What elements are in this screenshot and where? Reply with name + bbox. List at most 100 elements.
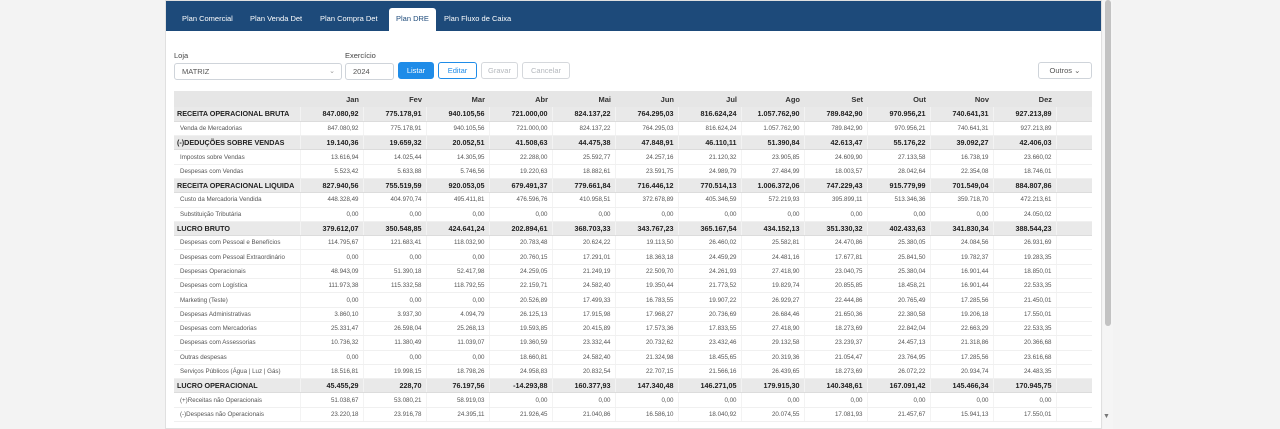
table-cell: 0,00	[615, 207, 679, 222]
column-header-dez: Dez	[993, 91, 1056, 107]
table-cell: 20.415,89	[552, 321, 616, 337]
table-cell: 20.760,15	[489, 249, 553, 265]
scroll-down-arrow-icon[interactable]: ▼	[1103, 413, 1110, 420]
table-row: Venda de Mercadorias 847.080,92 775.178,91…	[174, 121, 1092, 137]
table-cell: 25.268,13	[426, 321, 490, 337]
table-cell: 26.439,65	[741, 364, 805, 380]
table-cell: 359.718,70	[930, 192, 994, 208]
table-cell: 118.032,90	[426, 235, 490, 251]
table-cell: 0,00	[363, 292, 427, 308]
table-cell: 19.659,32	[363, 135, 427, 151]
listar-button[interactable]: Listar	[398, 62, 434, 79]
table-cell: 770.514,13	[678, 178, 742, 194]
table-cell: 48.943,09	[300, 264, 364, 280]
table-cell: 4	[1056, 135, 1092, 151]
tab-plan-compra-det[interactable]: Plan Compra Det	[320, 14, 378, 23]
loja-select[interactable]: MATRIZ ⌄	[174, 63, 342, 80]
table-cell: 20.855,85	[804, 278, 868, 294]
chevron-down-icon: ⌄	[329, 68, 335, 75]
table-row: (-)Despesas não Operacionais 23.220,18 23.…	[174, 407, 1092, 423]
column-header-name	[174, 91, 300, 107]
table-cell: 16.586,10	[615, 407, 679, 423]
table-cell: 915.779,99	[867, 178, 931, 194]
table-cell	[1056, 207, 1092, 222]
table-cell	[1056, 292, 1092, 308]
table-cell: 764.295,03	[615, 121, 679, 137]
outros-dropdown[interactable]: Outros ⌄	[1038, 62, 1092, 79]
table-cell: 476.596,76	[489, 192, 553, 208]
table-cell: 19.220,63	[489, 164, 553, 179]
table-cell: 15.941,13	[930, 407, 994, 423]
table-cell: 20.319,36	[741, 350, 805, 365]
table-cell: 740.641,31	[930, 107, 994, 122]
table-cell: 17.915,98	[552, 307, 616, 322]
table-cell: 23.616,68	[993, 350, 1057, 365]
table-cell: 20.074,55	[741, 407, 805, 423]
table-cell: 28.042,64	[867, 164, 931, 179]
column-header-jun: Jun	[615, 91, 678, 107]
table-cell: 26.684,46	[741, 307, 805, 322]
table-cell: 740.641,31	[930, 121, 994, 137]
table-cell: 17.573,36	[615, 321, 679, 337]
table-cell: 19.782,37	[930, 249, 994, 265]
table-cell: 20.366,68	[993, 335, 1057, 351]
table-cell: 402.433,63	[867, 221, 931, 237]
tab-plan-fluxo-de-caixa[interactable]: Plan Fluxo de Caixa	[444, 14, 512, 23]
table-cell: 0,00	[363, 249, 427, 265]
row-label: Substituição Tributária	[174, 207, 301, 222]
table-cell: 920.053,05	[426, 178, 490, 194]
table-cell: 22.842,04	[867, 321, 931, 337]
row-label: Despesas Administrativas	[174, 307, 301, 322]
table-cell: 5.633,88	[363, 164, 427, 179]
table-cell: 26.125,13	[489, 307, 553, 322]
editar-button[interactable]: Editar	[438, 62, 477, 79]
table-row: Despesas com Assessorias 10.736,32 11.380,…	[174, 335, 1092, 351]
table-cell: 140.348,61	[804, 378, 868, 394]
table-cell: 5.523,42	[300, 164, 364, 179]
table-cell: 51.038,67	[300, 392, 364, 408]
table-cell: 22.533,35	[993, 278, 1057, 294]
table-cell: 16.901,44	[930, 278, 994, 294]
table-cell: 17.968,27	[615, 307, 679, 322]
table-cell: 17.081,93	[804, 407, 868, 423]
table-cell: 11.039,07	[426, 335, 490, 351]
table-cell: 121.683,41	[363, 235, 427, 251]
table-cell: 16.738,19	[930, 149, 994, 165]
table-cell: 24.481,16	[741, 249, 805, 265]
table-cell: 146.271,05	[678, 378, 742, 394]
table-cell: 0,00	[363, 207, 427, 222]
column-header-ago: Ago	[741, 91, 804, 107]
row-label: Despesas com Pessoal e Benefícios	[174, 235, 301, 251]
dre-table-container[interactable]: JanFevMarAbrMaiJunJulAgoSetOutNovDezTot …	[174, 91, 1092, 428]
table-cell: 0,00	[489, 207, 553, 222]
table-cell: 343.767,23	[615, 221, 679, 237]
table-cell: 940.105,56	[426, 121, 490, 137]
table-cell: 46.110,11	[678, 135, 742, 151]
table-cell: 721.000,00	[489, 121, 553, 137]
scrollbar-thumb[interactable]	[1105, 0, 1111, 326]
table-body: RECEITA OPERACIONAL BRUTA 847.080,92 775.1…	[174, 107, 1092, 423]
table-cell: 19.283,35	[993, 249, 1057, 265]
table-cell: 970.956,21	[867, 121, 931, 137]
table-cell: 22.444,86	[804, 292, 868, 308]
table-cell: 47.848,91	[615, 135, 679, 151]
table-cell: 764.295,03	[615, 107, 679, 122]
table-cell: 679.491,37	[489, 178, 553, 194]
column-header-mar: Mar	[426, 91, 489, 107]
tab-bar: Plan Comercial Plan Venda Det Plan Compr…	[166, 1, 1101, 31]
tab-plan-venda-det[interactable]: Plan Venda Det	[250, 14, 303, 23]
app-window: Plan Comercial Plan Venda Det Plan Compr…	[165, 0, 1102, 429]
table-cell: 18.660,81	[489, 350, 553, 365]
table-cell: 11.380,49	[363, 335, 427, 351]
table-cell: 0,00	[300, 249, 364, 265]
tab-plan-dre[interactable]: Plan DRE	[389, 8, 436, 31]
table-cell: 9.7	[1056, 178, 1092, 194]
table-cell: 19.593,85	[489, 321, 553, 337]
tab-plan-comercial[interactable]: Plan Comercial	[182, 14, 233, 23]
column-header-fev: Fev	[363, 91, 426, 107]
table-cell	[1056, 364, 1092, 380]
table-group-row: (-)DEDUÇÕES SOBRE VENDAS 19.140,36 19.659,…	[174, 135, 1092, 151]
table-cell: 17.550,01	[993, 407, 1057, 423]
exercicio-input[interactable]: 2024	[345, 63, 394, 80]
table-cell: 20.732,62	[615, 335, 679, 351]
